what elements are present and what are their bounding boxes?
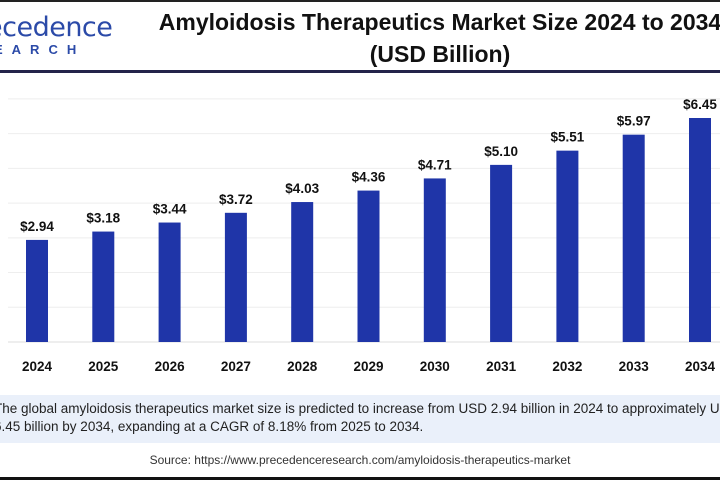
title-line-1: Amyloidosis Therapeutics Market Size 202… [158, 9, 720, 35]
top-border [0, 0, 720, 2]
bar-2032 [556, 150, 579, 342]
title-line-2: (USD Billion) [369, 41, 511, 67]
data-label-2028: $4.03 [285, 181, 319, 196]
data-label-2025: $3.18 [86, 211, 120, 226]
data-label-2032: $5.51 [551, 130, 585, 145]
data-label-2026: $3.44 [153, 202, 187, 217]
bar-chart: $2.94 2024 $3.18 2025 $3.44 2026 $3.72 2027 $4.0… [8, 97, 720, 374]
logo-text-top: ecedence [0, 12, 113, 43]
bar-2026 [158, 222, 181, 342]
x-tick-label-2032: 2032 [552, 359, 582, 374]
chart-title: Amyloidosis Therapeutics Market Size 202… [120, 6, 720, 70]
x-tick-label-2033: 2033 [619, 359, 650, 374]
data-label-2029: $4.36 [352, 170, 386, 185]
data-label-2027: $3.72 [219, 192, 253, 207]
description-line-2: 6.45 billion by 2034, expanding at a CAG… [0, 419, 424, 434]
x-tick-label-2034: 2034 [685, 359, 716, 374]
bar-2025 [92, 231, 115, 342]
header-divider [0, 70, 720, 73]
precedence-research-logo: ecedence EARCH [0, 12, 113, 58]
x-tick-label-2025: 2025 [88, 359, 119, 374]
bar-2024 [26, 239, 48, 342]
bar-2033 [622, 134, 645, 342]
bar-2027 [224, 212, 247, 342]
x-tick-label-2029: 2029 [353, 359, 383, 374]
data-label-2031: $5.10 [484, 144, 518, 159]
x-tick-label-2031: 2031 [486, 359, 517, 374]
x-tick-label-2028: 2028 [287, 359, 318, 374]
data-label-2034: $6.45 [683, 97, 717, 112]
x-tick-label-2026: 2026 [155, 359, 186, 374]
data-label-2024: $2.94 [20, 219, 54, 234]
bar-2031 [490, 164, 513, 342]
bar-2029 [357, 190, 380, 342]
bar-2030 [423, 178, 446, 342]
x-tick-label-2024: 2024 [22, 359, 53, 374]
bar-2028 [291, 202, 314, 342]
logo-text-bottom: EARCH [0, 42, 86, 57]
description-box: The global amyloidosis therapeutics mark… [0, 395, 720, 443]
bottom-border [0, 477, 720, 480]
source-text: Source: https://www.precedenceresearch.c… [149, 453, 571, 467]
x-tick-label-2030: 2030 [420, 359, 450, 374]
data-label-2030: $4.71 [418, 157, 452, 172]
data-label-2033: $5.97 [617, 114, 651, 129]
description-line-1: The global amyloidosis therapeutics mark… [0, 401, 720, 416]
bar-2034 [689, 118, 711, 342]
x-tick-label-2027: 2027 [221, 359, 251, 374]
